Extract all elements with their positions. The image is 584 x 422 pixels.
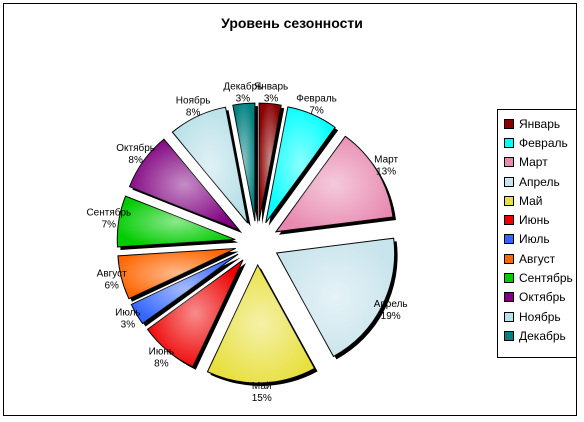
legend-item-3: Март — [504, 153, 576, 172]
slice-label-name: Сентябрь — [86, 207, 131, 219]
slice-label-name: Январь — [254, 82, 288, 93]
slice-label-percent: 3% — [264, 94, 279, 105]
legend-item-10: Октябрь — [504, 288, 576, 307]
legend-swatch — [504, 330, 514, 341]
legend-swatch — [504, 137, 514, 148]
legend-label: Октябрь — [519, 290, 566, 305]
legend-swatch — [504, 234, 514, 245]
slice-label-1: Январь 3% — [254, 82, 288, 105]
legend-swatch — [504, 311, 514, 322]
legend: Январь Февраль Март Апрель Май Июнь Июль Август… — [497, 109, 577, 358]
slice-label-percent: 6% — [104, 280, 119, 291]
slice-label-percent: 7% — [309, 105, 324, 116]
slice-highlight-2 — [265, 106, 336, 223]
slice-label-percent: 19% — [381, 311, 401, 322]
legend-swatch — [504, 176, 514, 187]
legend-item-2: Февраль — [504, 133, 576, 152]
legend-item-6: Июнь — [504, 210, 576, 229]
legend-item-1: Январь — [504, 114, 576, 133]
slice-label-percent: 8% — [154, 359, 169, 370]
slice-label-name: Февраль — [296, 93, 337, 104]
slice-label-4: Апрель 19% — [374, 299, 408, 322]
legend-item-9: Сентябрь — [504, 268, 576, 287]
slice-label-2: Февраль 7% — [296, 93, 337, 116]
slice-label-9: Сентябрь 7% — [86, 207, 131, 231]
slice-label-percent: 8% — [186, 107, 201, 118]
slice-label-name: Декабрь — [223, 81, 262, 93]
chart-title: Уровень сезонности — [221, 15, 363, 31]
slice-label-name: Июль — [115, 307, 141, 318]
legend-item-7: Июль — [504, 230, 576, 249]
slice-label-12: Декабрь 3% — [223, 81, 262, 105]
legend-item-4: Апрель — [504, 172, 576, 191]
legend-label: Сентябрь — [519, 271, 573, 286]
legend-swatch — [504, 118, 514, 129]
slice-label-3: Март 13% — [374, 155, 398, 178]
slice-label-6: Июнь 8% — [149, 347, 174, 370]
slice-label-percent: 7% — [102, 220, 117, 231]
slice-label-8: Август 6% — [97, 268, 128, 291]
slice-label-percent: 15% — [252, 393, 272, 404]
slice-highlight-5 — [207, 264, 315, 383]
legend-label: Август — [519, 251, 556, 266]
slice-highlight-7 — [131, 254, 239, 324]
legend-label: Апрель — [519, 174, 560, 189]
slice-label-percent: 3% — [121, 319, 136, 330]
slice-highlight-12 — [232, 103, 255, 222]
slice-highlight-10 — [129, 139, 240, 231]
slice-label-11: Ноябрь 8% — [176, 94, 211, 118]
legend-label: Июнь — [519, 213, 550, 228]
slice-label-name: Март — [374, 155, 398, 166]
slice-label-name: Август — [97, 268, 128, 279]
legend-label: Март — [519, 155, 548, 170]
legend-item-12: Декабрь — [504, 326, 576, 345]
legend-swatch — [504, 292, 514, 303]
slice-label-name: Ноябрь — [176, 94, 211, 106]
legend-swatch — [504, 157, 514, 168]
slice-label-percent: 3% — [236, 94, 251, 105]
legend-label: Май — [519, 193, 543, 208]
slice-label-name: Июнь — [149, 347, 174, 358]
legend-item-5: Май — [504, 191, 576, 210]
slice-label-10: Октябрь 8% — [116, 142, 155, 166]
legend-swatch — [504, 215, 514, 226]
slice-label-name: Май — [252, 381, 272, 392]
legend-label: Июль — [519, 232, 550, 247]
legend-item-8: Август — [504, 249, 576, 268]
slice-highlight-8 — [117, 248, 236, 299]
slice-highlight-3 — [275, 136, 394, 232]
slice-highlight-11 — [172, 107, 248, 224]
slice-label-name: Апрель — [374, 299, 408, 310]
slice-label-5: Май 15% — [252, 381, 272, 404]
slice-highlight-6 — [147, 259, 243, 367]
legend-item-11: Ноябрь — [504, 307, 576, 326]
legend-swatch — [504, 195, 514, 206]
slice-highlight-9 — [117, 196, 236, 247]
slice-highlight-1 — [259, 103, 282, 222]
legend-label: Февраль — [519, 135, 568, 150]
legend-label: Ноябрь — [519, 309, 561, 324]
legend-swatch — [504, 253, 514, 264]
slice-label-name: Октябрь — [116, 142, 155, 154]
legend-swatch — [504, 273, 514, 284]
slice-label-percent: 8% — [128, 155, 143, 166]
legend-label: Январь — [519, 116, 561, 131]
slice-highlight-4 — [276, 238, 395, 357]
legend-label: Декабрь — [519, 328, 566, 343]
slice-label-7: Июль 3% — [115, 307, 141, 330]
slice-label-percent: 13% — [376, 167, 396, 178]
